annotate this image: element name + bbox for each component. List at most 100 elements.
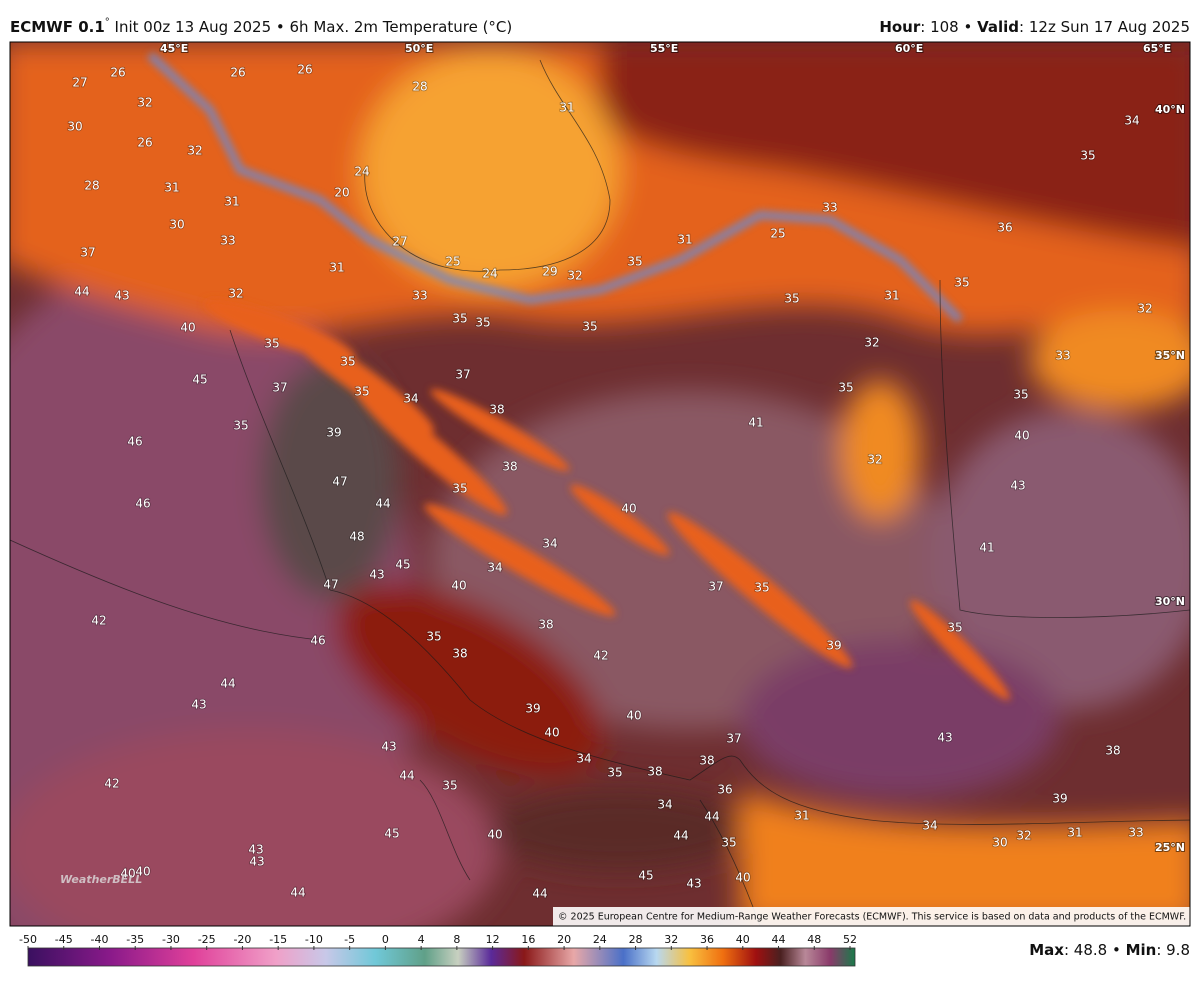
temperature-label: 31 bbox=[884, 289, 899, 303]
temperature-label: 36 bbox=[717, 783, 732, 797]
streak bbox=[352, 384, 508, 516]
temperature-label: 26 bbox=[230, 66, 245, 80]
temperature-label: 41 bbox=[748, 416, 763, 430]
latitude-label: 30°N bbox=[1155, 595, 1185, 608]
temperature-label: 26 bbox=[297, 63, 312, 77]
temperature-label: 44 bbox=[74, 285, 89, 299]
temperature-label: 42 bbox=[104, 777, 119, 791]
temperature-label: 39 bbox=[326, 426, 341, 440]
longitude-label: 45°E bbox=[160, 42, 188, 55]
temperature-label: 39 bbox=[525, 702, 540, 716]
temperature-label: 35 bbox=[426, 630, 441, 644]
temperature-label: 35 bbox=[475, 316, 490, 330]
temperature-label: 35 bbox=[607, 766, 622, 780]
max-min: Max: 48.8 • Min: 9.8 bbox=[1029, 941, 1190, 959]
latitude-label: 25°N bbox=[1155, 841, 1185, 854]
temperature-label: 32 bbox=[228, 287, 243, 301]
colorbar-tick-label: -15 bbox=[269, 933, 287, 946]
valid-label: Valid bbox=[977, 18, 1019, 36]
colorbar-tick-label: -40 bbox=[90, 933, 108, 946]
colorbar-tick-label: 16 bbox=[521, 933, 535, 946]
temperature-label: 31 bbox=[1067, 826, 1082, 840]
temperature-label: 27 bbox=[392, 235, 407, 249]
colorbar-tick-label: 40 bbox=[736, 933, 750, 946]
temperature-label: 35 bbox=[452, 482, 467, 496]
temperature-label: 39 bbox=[1052, 792, 1067, 806]
min-label: Min bbox=[1126, 941, 1157, 959]
temperature-label: 35 bbox=[947, 621, 962, 635]
colorbar-tick-label: -30 bbox=[162, 933, 180, 946]
temperature-label: 45 bbox=[638, 869, 653, 883]
hour-value: : 108 • bbox=[920, 18, 977, 36]
streak bbox=[424, 503, 616, 617]
colorbar-tick-label: 8 bbox=[453, 933, 460, 946]
temperature-label: 20 bbox=[334, 186, 349, 200]
zagros-streaks bbox=[204, 299, 1010, 700]
temperature-label: 35 bbox=[354, 385, 369, 399]
valid-value: : 12z Sun 17 Aug 2025 bbox=[1019, 18, 1190, 36]
temperature-label: 40 bbox=[544, 726, 559, 740]
temperature-label: 35 bbox=[1080, 149, 1095, 163]
temperature-label: 39 bbox=[826, 639, 841, 653]
title-bold: ECMWF 0.1 bbox=[10, 18, 105, 36]
temperature-label: 43 bbox=[114, 289, 129, 303]
colorbar-tick-label: -10 bbox=[305, 933, 323, 946]
temperature-label: 37 bbox=[272, 381, 287, 395]
temperature-label: 25 bbox=[770, 227, 785, 241]
title-degree: ° bbox=[105, 17, 110, 28]
map-labels: 27 26 32 26 26 28 30 26 32 31 28 31 31 30 33 20 24 27 25 24… bbox=[67, 62, 1154, 902]
colorbar-tick-label: 44 bbox=[772, 933, 786, 946]
temperature-label: 46 bbox=[127, 435, 142, 449]
temperature-label: 40 bbox=[451, 579, 466, 593]
temperature-label: 34 bbox=[657, 798, 672, 812]
temperature-label: 31 bbox=[559, 101, 574, 115]
temperature-label: 43 bbox=[369, 568, 384, 582]
temperature-label: 31 bbox=[677, 233, 692, 247]
watermark: WeatherBELL bbox=[60, 873, 142, 886]
temperature-label: 34 bbox=[403, 392, 418, 406]
temperature-label: 34 bbox=[576, 752, 591, 766]
temperature-label: 32 bbox=[1137, 302, 1152, 316]
temperature-label: 26 bbox=[110, 66, 125, 80]
latitude-label: 40°N bbox=[1155, 103, 1185, 116]
max-value: : 48.8 • bbox=[1064, 941, 1126, 959]
temperature-label: 34 bbox=[922, 819, 937, 833]
longitude-label: 60°E bbox=[895, 42, 923, 55]
temperature-label: 33 bbox=[1055, 349, 1070, 363]
border bbox=[10, 279, 1190, 641]
temperature-label: 32 bbox=[567, 269, 582, 283]
map: 27 26 32 26 26 28 30 26 32 31 28 31 31 30 33 20 24 27 25 24… bbox=[10, 42, 1190, 926]
temperature-label: 32 bbox=[1016, 829, 1031, 843]
colorbar-tick-label: -35 bbox=[126, 933, 144, 946]
temperature-label: 38 bbox=[538, 618, 553, 632]
temperature-label: 43 bbox=[191, 698, 206, 712]
longitude-label: 65°E bbox=[1143, 42, 1171, 55]
temperature-label: 43 bbox=[248, 843, 263, 857]
colorbar-tick-label: 20 bbox=[557, 933, 571, 946]
temperature-label: 35 bbox=[754, 581, 769, 595]
temperature-label: 41 bbox=[979, 541, 994, 555]
colorbar-tick-label: 48 bbox=[807, 933, 821, 946]
field bbox=[490, 790, 750, 870]
colorbar-tick-label: 36 bbox=[700, 933, 714, 946]
temperature-field bbox=[10, 42, 1190, 926]
temperature-label: 30 bbox=[67, 120, 82, 134]
temperature-label: 28 bbox=[84, 179, 99, 193]
temperature-label: 35 bbox=[954, 276, 969, 290]
temperature-label: 38 bbox=[1105, 744, 1120, 758]
temperature-label: 29 bbox=[542, 265, 557, 279]
temperature-label: 42 bbox=[593, 649, 608, 663]
temperature-label: 37 bbox=[726, 732, 741, 746]
temperature-label: 44 bbox=[220, 677, 235, 691]
longitude-label: 55°E bbox=[650, 42, 678, 55]
temperature-label: 32 bbox=[864, 336, 879, 350]
temperature-label: 47 bbox=[323, 578, 338, 592]
temperature-label: 44 bbox=[673, 829, 688, 843]
temperature-label: 34 bbox=[1124, 114, 1139, 128]
temperature-label: 35 bbox=[721, 836, 736, 850]
temperature-label: 27 bbox=[72, 76, 87, 90]
temperature-label: 24 bbox=[354, 165, 369, 179]
map-frame bbox=[9, 41, 1191, 927]
colorbar-tick-label: 4 bbox=[418, 933, 425, 946]
temperature-label: 35 bbox=[264, 337, 279, 351]
